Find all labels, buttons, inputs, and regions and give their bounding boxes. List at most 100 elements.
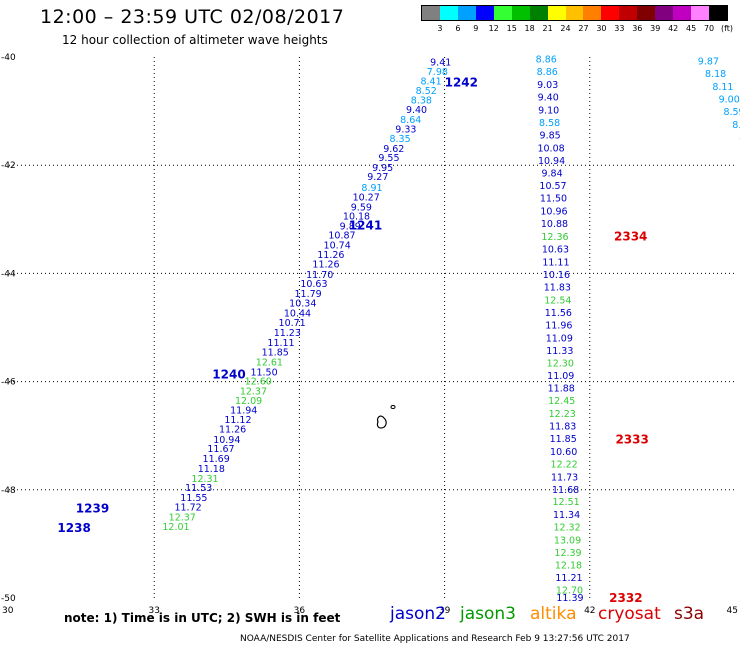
swh-value: 12.51 [552, 497, 579, 508]
swh-value: 9.55 [378, 153, 399, 164]
swh-value: 8.35 [389, 134, 410, 145]
pass-number-label: 1239 [76, 502, 109, 516]
color-scale-swatch [691, 6, 709, 20]
swh-value: 8.0 [732, 120, 740, 131]
mission-label-cryosat: cryosat [598, 604, 661, 624]
swh-value: 11.94 [230, 405, 257, 416]
swh-value: 10.63 [542, 245, 569, 256]
swh-value: 11.34 [553, 510, 580, 521]
swh-value: 8.91 [361, 183, 382, 194]
swh-value: 11.73 [551, 472, 578, 483]
swh-value: 9.03 [537, 80, 558, 91]
color-scale-label: 45 [686, 24, 697, 33]
swh-value: 8.41 [420, 76, 441, 87]
swh-value: 9.41 [430, 57, 451, 68]
mission-label-jason3: jason3 [460, 604, 516, 624]
y-tick-label: -40 [1, 53, 16, 63]
swh-value: 8.59 [723, 107, 740, 118]
swh-value: 13.09 [554, 536, 581, 547]
swh-value: 12.32 [553, 523, 580, 534]
page-title: 12:00 – 23:59 UTC 02/08/2017 [40, 6, 345, 28]
swh-value: 11.09 [546, 333, 573, 344]
swh-value: 11.83 [549, 422, 576, 433]
axis-ticks: 30 33 36 39 42 45 -40 -42 -44 -46 -48 -50 [1, 53, 738, 616]
swh-value: 11.21 [555, 573, 582, 584]
swh-value: 10.18 [343, 212, 370, 223]
swh-value: 11.12 [224, 415, 251, 426]
swh-value: 10.94 [213, 435, 240, 446]
swh-value: 9.89 [340, 221, 361, 232]
swh-value: 12.37 [240, 386, 267, 397]
island-outline [376, 405, 396, 429]
swh-value: 12.22 [551, 459, 578, 470]
note-text: note: 1) Time is in UTC; 2) SWH is in fe… [64, 611, 341, 625]
pass-labels: 1242 1241 1240 1239 1238 2334 2333 2332 [57, 75, 648, 605]
swh-value: 11.50 [250, 367, 277, 378]
swh-value: 9.27 [367, 172, 388, 183]
color-scale-swatch [529, 6, 548, 20]
color-scale-label: 6 [455, 24, 461, 33]
swh-value: 11.79 [295, 289, 322, 300]
mission-label-jason2: jason2 [390, 604, 446, 624]
x-tick-label: 30 [2, 606, 14, 616]
swh-value: 12.61 [256, 358, 283, 369]
color-scale-label: 27 [578, 24, 589, 33]
color-scale-label: 39 [650, 24, 661, 33]
page-subtitle: 12 hour collection of altimeter wave hei… [62, 33, 328, 47]
swh-value: 11.53 [185, 483, 212, 494]
swh-value: 10.63 [300, 279, 327, 290]
y-tick-label: -48 [1, 486, 16, 496]
swh-value: 11.67 [207, 444, 234, 455]
swh-value: 10.16 [543, 270, 570, 281]
y-tick-label: -50 [1, 594, 16, 604]
color-scale-swatch [457, 6, 476, 20]
x-tick-label: 39 [439, 606, 451, 616]
swh-value: 11.26 [219, 425, 246, 436]
x-tick-label: 45 [727, 606, 738, 616]
swh-value: 10.34 [289, 299, 316, 310]
swh-value: 9.33 [395, 124, 416, 135]
swh-value: 10.27 [353, 193, 380, 204]
color-scale-label: 12 [488, 24, 499, 33]
swh-value: 10.44 [284, 308, 311, 319]
swh-value: 12.70 [556, 585, 583, 596]
color-scale-bar [421, 5, 728, 21]
pass-number-label: 1241 [349, 219, 382, 233]
pass-number-label: 1242 [445, 75, 478, 89]
color-scale-label: 42 [668, 24, 679, 33]
swh-value: 10.71 [279, 318, 306, 329]
swh-value: 12.54 [544, 295, 571, 306]
y-tick-label: -46 [1, 378, 16, 388]
swh-value: 10.94 [538, 156, 565, 167]
color-scale-label: 30 [596, 24, 607, 33]
color-scale-swatch [619, 6, 638, 20]
y-tick-label: -42 [1, 161, 16, 171]
swh-value: 12.23 [549, 409, 576, 420]
swh-value: 11.18 [198, 464, 225, 475]
swh-value: 10.87 [328, 231, 355, 242]
color-scale-label: 3 [437, 24, 443, 33]
color-scale-swatch [637, 6, 656, 20]
swh-value: 12.30 [547, 359, 574, 370]
swh-value: 8.11 [712, 82, 733, 93]
color-scale-swatch [493, 6, 512, 20]
color-scale-label: 18 [524, 24, 535, 33]
color-scale-swatch [673, 6, 692, 20]
swh-value: 11.09 [547, 371, 574, 382]
swh-value: 8.64 [400, 115, 421, 126]
color-scale-swatch [565, 6, 584, 20]
color-scale-swatch [422, 6, 440, 20]
swh-value: 10.88 [541, 219, 568, 230]
swh-value: 9.10 [538, 106, 559, 117]
swh-value: 12.39 [554, 548, 581, 559]
swh-value: 8.52 [416, 86, 437, 97]
swh-value: 9.40 [406, 105, 427, 116]
swh-value: 12.45 [548, 396, 575, 407]
color-scale-swatch [655, 6, 674, 20]
swh-value: 11.96 [545, 320, 572, 331]
swh-value: 11.33 [546, 346, 573, 357]
x-tick-label: 36 [294, 606, 306, 616]
color-scale-swatch [475, 6, 494, 20]
color-scale-label: 9 [473, 24, 479, 33]
